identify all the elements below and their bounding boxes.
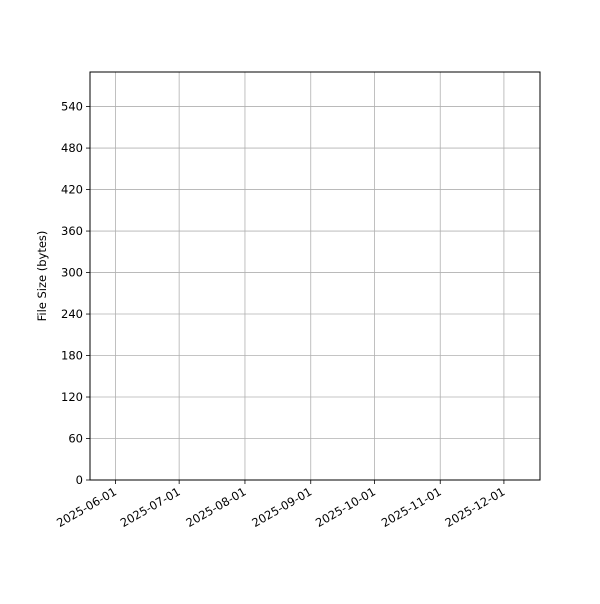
plot-background (90, 72, 540, 480)
plot-frame (89, 71, 541, 481)
y-tick-label: 60 (68, 432, 83, 446)
x-tick-label: 2025-08-01 (184, 484, 249, 530)
grid (90, 72, 540, 481)
x-tick-label: 2025-11-01 (379, 484, 444, 530)
y-tick-label: 540 (61, 100, 83, 114)
y-axis: 0 60 120 180 240 300 360 420 480 540 (61, 100, 90, 487)
y-tick-label: 180 (61, 349, 83, 363)
x-tick-label: 2025-07-01 (118, 484, 183, 530)
y-tick-label: 420 (61, 183, 83, 197)
y-tick-label: 120 (61, 390, 83, 404)
y-tick-label: 0 (76, 473, 83, 487)
y-tick-label: 240 (61, 307, 83, 321)
x-tick-label: 2025-09-01 (249, 484, 314, 530)
y-axis-label: File Size (bytes) (35, 231, 49, 322)
x-tick-label: 2025-12-01 (443, 484, 508, 530)
y-tick-label: 300 (61, 266, 83, 280)
y-tick-label: 480 (61, 141, 83, 155)
x-tick-label: 2025-06-01 (54, 484, 119, 530)
y-tick-label: 360 (61, 224, 83, 238)
x-tick-label: 2025-10-01 (313, 484, 378, 530)
